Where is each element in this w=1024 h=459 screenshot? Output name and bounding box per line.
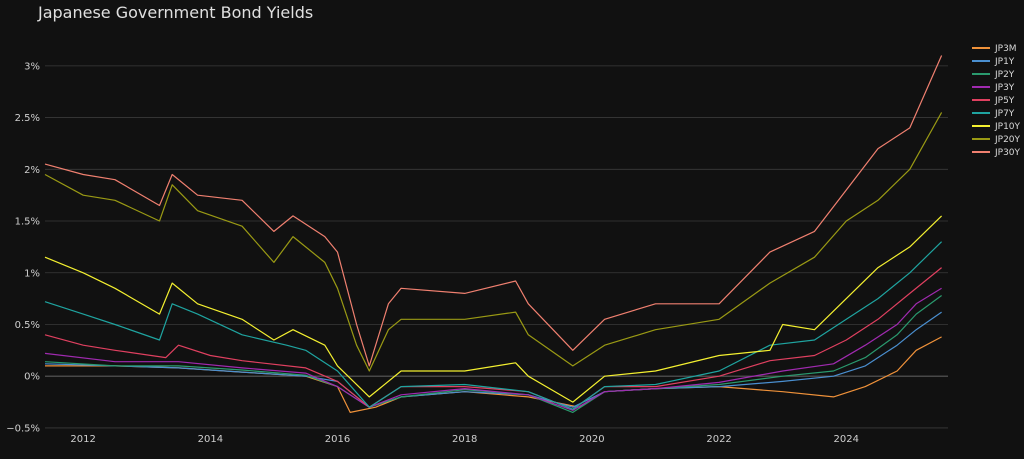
- legend-item-jp1y[interactable]: JP1Y: [972, 57, 1015, 67]
- y-tick-label: 1%: [24, 268, 40, 279]
- x-tick-label: 2024: [834, 434, 859, 445]
- y-tick-label: 1.5%: [15, 217, 40, 228]
- y-tick-label: 2.5%: [15, 113, 40, 124]
- legend-item-jp30y[interactable]: JP30Y: [972, 148, 1021, 158]
- x-tick-label: 2012: [70, 434, 95, 445]
- legend-label: JP3M: [994, 44, 1017, 54]
- legend-label: JP30Y: [994, 148, 1021, 158]
- x-tick-label: 2014: [198, 434, 223, 445]
- legend-item-jp20y[interactable]: JP20Y: [972, 135, 1021, 145]
- legend-item-jp7y[interactable]: JP7Y: [972, 109, 1015, 119]
- legend-label: JP1Y: [994, 57, 1015, 67]
- series-lines: [44, 55, 943, 413]
- legend-item-jp5y[interactable]: JP5Y: [972, 96, 1015, 106]
- legend-label: JP2Y: [994, 70, 1015, 80]
- series-line-jp5y: [44, 267, 942, 410]
- series-line-jp20y: [44, 112, 943, 372]
- legend-label: JP3Y: [994, 83, 1015, 93]
- y-tick-label: 2%: [24, 165, 40, 176]
- legend-label: JP7Y: [994, 109, 1015, 119]
- legend-label: JP10Y: [994, 122, 1021, 132]
- series-line-jp2y: [44, 295, 942, 413]
- x-tick-label: 2016: [325, 434, 350, 445]
- y-axis-ticks: −0.5% 0% 0.5% 1% 1.5% 2% 2.5% 3%: [6, 61, 40, 434]
- legend-item-jp10y[interactable]: JP10Y: [972, 122, 1021, 132]
- grid-lines: [45, 65, 948, 429]
- legend[interactable]: JP3M JP1Y JP2Y JP3Y JP5Y JP7Y JP10Y JP20Y JP30Y: [972, 44, 1021, 158]
- legend-item-jp2y[interactable]: JP2Y: [972, 70, 1015, 80]
- x-axis-ticks: 2012 2014 2016 2018 2020 2022 2024: [70, 434, 859, 445]
- legend-item-jp3y[interactable]: JP3Y: [972, 83, 1015, 93]
- chart-title: Japanese Government Bond Yields: [37, 3, 313, 22]
- legend-label: JP5Y: [994, 96, 1015, 106]
- y-tick-label: 3%: [24, 61, 40, 72]
- series-line-jp30y: [44, 55, 943, 367]
- series-line-jp7y: [44, 241, 943, 410]
- y-tick-label: 0%: [24, 372, 40, 383]
- x-tick-label: 2020: [579, 434, 604, 445]
- y-tick-label: 0.5%: [15, 320, 40, 331]
- x-tick-label: 2018: [452, 434, 477, 445]
- legend-item-jp3m[interactable]: JP3M: [972, 44, 1017, 54]
- series-line-jp3y: [44, 287, 942, 411]
- series-line-jp10y: [44, 215, 943, 403]
- legend-label: JP20Y: [994, 135, 1021, 145]
- x-tick-label: 2022: [706, 434, 731, 445]
- y-tick-label: −0.5%: [6, 423, 40, 434]
